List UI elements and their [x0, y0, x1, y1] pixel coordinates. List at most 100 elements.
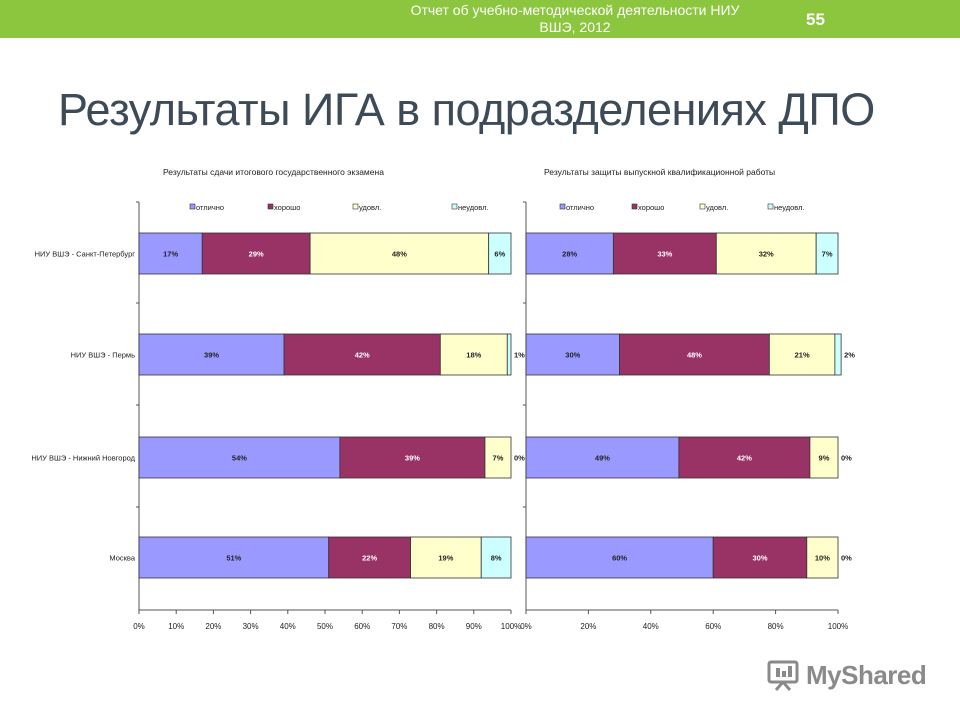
- x-tick-label: 10%: [168, 622, 184, 631]
- bar-segment: [138, 536, 330, 579]
- bar-segment: [201, 232, 311, 275]
- page-number: 55: [806, 10, 825, 29]
- x-tick-label: 30%: [243, 622, 259, 631]
- legend-swatch: [189, 203, 196, 210]
- legend-label: хорошо: [274, 203, 300, 212]
- bar-segment: [612, 232, 717, 275]
- data-label: 28%: [562, 250, 577, 259]
- x-tick-label: 50%: [317, 622, 333, 631]
- data-label: 10%: [815, 554, 830, 563]
- bar-segment: [480, 536, 512, 579]
- x-tick-label: 0%: [520, 622, 532, 631]
- data-label: 22%: [362, 554, 377, 563]
- data-label: 54%: [232, 454, 247, 463]
- bar-segment: [712, 536, 808, 579]
- data-label: 21%: [795, 351, 810, 360]
- legend-label: удовл.: [359, 203, 381, 212]
- myshared-logo: MyShared: [766, 656, 927, 694]
- x-tick-label: 100%: [828, 622, 848, 631]
- x-tick-label: 60%: [354, 622, 370, 631]
- report-title: Отчет об учебно-методической деятельност…: [370, 2, 780, 36]
- legend-swatch: [699, 203, 706, 210]
- data-label: 9%: [819, 454, 830, 463]
- data-label: 0%: [841, 454, 852, 463]
- charts-area: Результаты сдачи итогового государственн…: [31, 167, 855, 631]
- data-label: 39%: [204, 351, 219, 360]
- data-label: 6%: [494, 250, 505, 259]
- bar-segment: [484, 436, 512, 479]
- data-label: 0%: [514, 454, 525, 463]
- stacked-bar-chart-1: Результаты сдачи итогового государственн…: [31, 167, 525, 631]
- bar-segment: [525, 436, 680, 479]
- legend-label: хорошо: [638, 203, 664, 212]
- data-label: 33%: [657, 250, 672, 259]
- bar-segment: [506, 333, 512, 376]
- stacked-bar-chart-2: Результаты защиты выпускной квалификацио…: [520, 167, 855, 631]
- chart-title: Результаты сдачи итогового государственн…: [163, 167, 384, 177]
- bar-segment: [806, 536, 839, 579]
- data-label: 42%: [355, 351, 370, 360]
- data-label: 8%: [491, 554, 502, 563]
- bar-segment: [410, 536, 482, 579]
- legend-label: неудовл.: [774, 203, 805, 212]
- data-label: 42%: [737, 454, 752, 463]
- bar-segment: [328, 536, 411, 579]
- data-label: 0%: [841, 554, 852, 563]
- category-label: НИУ ВШЭ - Нижний Новгород: [31, 454, 135, 463]
- data-label: 7%: [822, 250, 833, 259]
- data-label: 19%: [438, 554, 453, 563]
- bar-segment: [834, 333, 842, 376]
- slide-title: Результаты ИГА в подразделениях ДПО: [58, 84, 875, 135]
- legend-label: отлично: [566, 203, 594, 212]
- data-label: 39%: [405, 454, 420, 463]
- bar-segment: [339, 436, 486, 479]
- data-label: 18%: [466, 351, 481, 360]
- bar-segment: [678, 436, 811, 479]
- legend-swatch: [451, 203, 458, 210]
- category-label: НИУ ВШЭ - Пермь: [71, 351, 135, 360]
- legend-swatch: [352, 203, 359, 210]
- data-label: 51%: [226, 554, 241, 563]
- category-label: Москва: [109, 554, 135, 563]
- bar-segment: [439, 333, 508, 376]
- x-tick-label: 80%: [429, 622, 445, 631]
- x-tick-label: 80%: [768, 622, 784, 631]
- data-label: 29%: [249, 250, 264, 259]
- logo-text: MyShared: [806, 659, 927, 690]
- x-tick-label: 100%: [501, 622, 521, 631]
- legend-label: удовл.: [706, 203, 728, 212]
- data-label: 30%: [752, 554, 767, 563]
- bar-segment: [809, 436, 839, 479]
- slide-header: Отчет об учебно-методической деятельност…: [0, 0, 960, 38]
- bar-segment: [815, 232, 839, 275]
- legend-swatch: [631, 203, 638, 210]
- chart-title: Результаты защиты выпускной квалификацио…: [544, 167, 775, 177]
- report-title-line2: ВШЭ, 2012: [539, 19, 611, 35]
- legend-swatch: [267, 203, 274, 210]
- bar-segment: [309, 232, 490, 275]
- x-tick-label: 90%: [466, 622, 482, 631]
- bar-segment: [619, 333, 770, 376]
- bar-segment: [768, 333, 836, 376]
- x-tick-label: 70%: [391, 622, 407, 631]
- data-label: 1%: [514, 351, 525, 360]
- presentation-board-icon: [767, 660, 799, 691]
- data-label: 48%: [687, 351, 702, 360]
- legend-swatch: [767, 203, 774, 210]
- x-tick-label: 20%: [205, 622, 221, 631]
- report-title-line1: Отчет об учебно-методической деятельност…: [410, 2, 740, 18]
- data-label: 17%: [163, 250, 178, 259]
- data-label: 49%: [595, 454, 610, 463]
- x-tick-label: 40%: [643, 622, 659, 631]
- bar-segment: [488, 232, 512, 275]
- x-tick-label: 40%: [280, 622, 296, 631]
- data-label: 7%: [493, 454, 504, 463]
- data-label: 60%: [612, 554, 627, 563]
- data-label: 32%: [759, 250, 774, 259]
- x-tick-label: 60%: [705, 622, 721, 631]
- x-tick-label: 20%: [580, 622, 596, 631]
- data-label: 2%: [844, 351, 855, 360]
- legend-swatch: [559, 203, 566, 210]
- bar-segment: [525, 333, 620, 376]
- x-tick-label: 0%: [133, 622, 145, 631]
